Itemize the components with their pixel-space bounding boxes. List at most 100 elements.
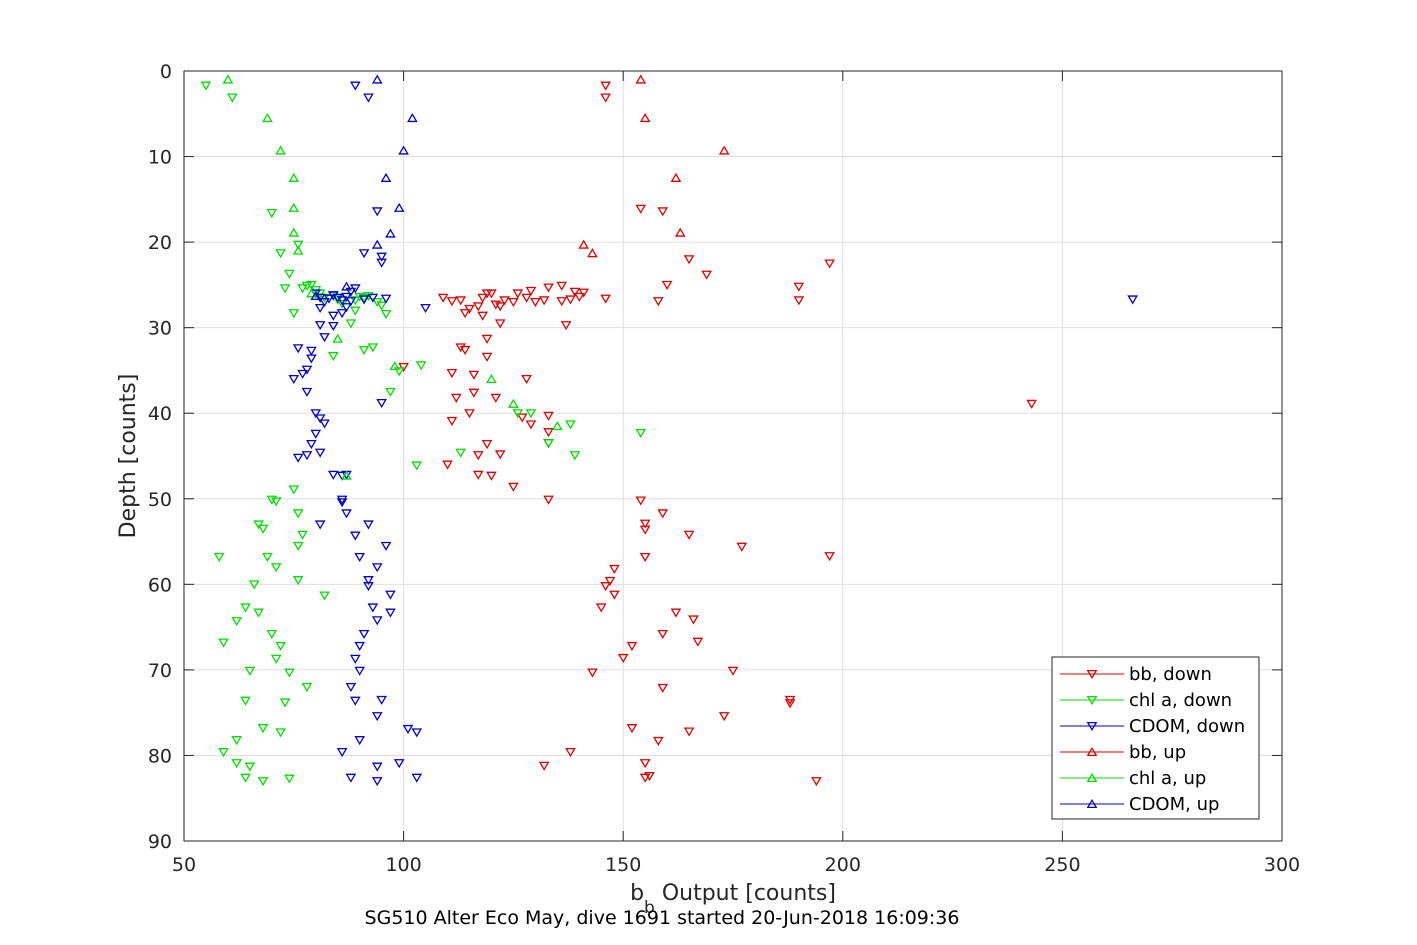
data-point <box>371 563 383 573</box>
x-tick-label: 300 <box>1264 854 1300 876</box>
data-point <box>565 748 576 758</box>
data-point <box>345 773 357 783</box>
data-point <box>349 306 361 316</box>
data-point <box>437 293 449 303</box>
data-point <box>341 509 352 519</box>
data-point <box>288 227 300 237</box>
legend-marker <box>1086 669 1098 680</box>
data-point <box>635 496 647 506</box>
y-tick-label: 20 <box>148 232 172 254</box>
data-point <box>345 319 357 329</box>
data-point <box>573 292 585 302</box>
x-tick-label: 200 <box>825 854 861 876</box>
data-point <box>472 470 484 480</box>
data-point <box>371 74 383 84</box>
data-point <box>244 666 256 676</box>
data-point <box>609 590 620 600</box>
data-point <box>530 297 541 308</box>
series-3 <box>578 74 730 258</box>
data-point <box>327 351 339 361</box>
x-tick-label: 50 <box>172 854 196 876</box>
data-point <box>639 525 651 535</box>
data-point <box>824 552 835 562</box>
data-point <box>587 668 598 678</box>
data-point <box>411 461 423 471</box>
data-point <box>688 615 699 625</box>
data-point <box>327 311 339 321</box>
data-point <box>402 724 414 734</box>
data-point <box>319 297 330 308</box>
data-point <box>494 302 506 312</box>
data-point <box>455 296 467 306</box>
data-point <box>336 748 348 758</box>
data-point <box>464 409 475 419</box>
legend-label: bb, up <box>1129 742 1186 763</box>
data-point <box>367 343 379 353</box>
y-tick-label: 70 <box>148 660 172 682</box>
data-point <box>288 485 300 495</box>
data-point <box>411 773 423 783</box>
series-1 <box>200 81 647 787</box>
data-point <box>644 771 655 782</box>
grid-lines <box>184 71 1282 841</box>
data-point <box>376 398 387 409</box>
y-axis-label: Depth [counts] <box>116 374 141 539</box>
data-point <box>499 296 510 306</box>
data-point <box>323 294 335 304</box>
data-point <box>279 698 291 708</box>
data-point <box>297 369 308 379</box>
data-point <box>240 603 251 613</box>
data-point <box>306 354 317 364</box>
data-point <box>345 287 357 297</box>
data-point <box>218 748 229 758</box>
data-point <box>494 319 506 329</box>
data-point <box>314 303 326 314</box>
series-0 <box>398 81 1037 787</box>
data-point <box>275 641 286 651</box>
y-tick-label: 60 <box>148 574 172 596</box>
data-point <box>525 409 537 419</box>
data-point <box>288 309 300 319</box>
data-point <box>297 530 308 540</box>
data-point <box>376 695 387 705</box>
data-point <box>354 666 366 676</box>
data-point <box>793 296 805 306</box>
data-point <box>301 387 313 397</box>
data-point <box>284 269 295 279</box>
data-point <box>1127 295 1139 305</box>
data-point <box>363 520 374 530</box>
data-point <box>639 519 651 529</box>
data-point <box>472 302 484 312</box>
data-point <box>266 209 278 219</box>
data-point <box>363 93 374 103</box>
data-point <box>811 777 822 787</box>
data-point <box>292 344 304 354</box>
legend-label: chl a, down <box>1129 690 1232 711</box>
data-point <box>284 668 295 678</box>
data-point <box>464 304 475 314</box>
data-point <box>222 74 234 84</box>
data-point <box>231 617 243 627</box>
y-tick-label: 40 <box>148 403 172 425</box>
data-point <box>635 204 647 214</box>
data-point <box>292 541 304 551</box>
data-point <box>367 603 379 613</box>
data-point <box>297 284 308 294</box>
data-point <box>652 297 664 307</box>
data-point <box>358 295 370 305</box>
data-point <box>341 303 352 313</box>
data-point <box>231 759 243 769</box>
data-point <box>380 172 392 182</box>
data-point <box>218 638 229 648</box>
data-point <box>380 294 392 304</box>
data-point <box>244 762 256 772</box>
data-point <box>376 252 387 262</box>
data-point <box>341 292 352 302</box>
data-point <box>327 291 339 301</box>
data-point <box>306 346 317 356</box>
data-point <box>617 653 629 663</box>
data-point <box>578 288 590 298</box>
data-point <box>477 293 488 303</box>
data-point <box>587 248 598 258</box>
